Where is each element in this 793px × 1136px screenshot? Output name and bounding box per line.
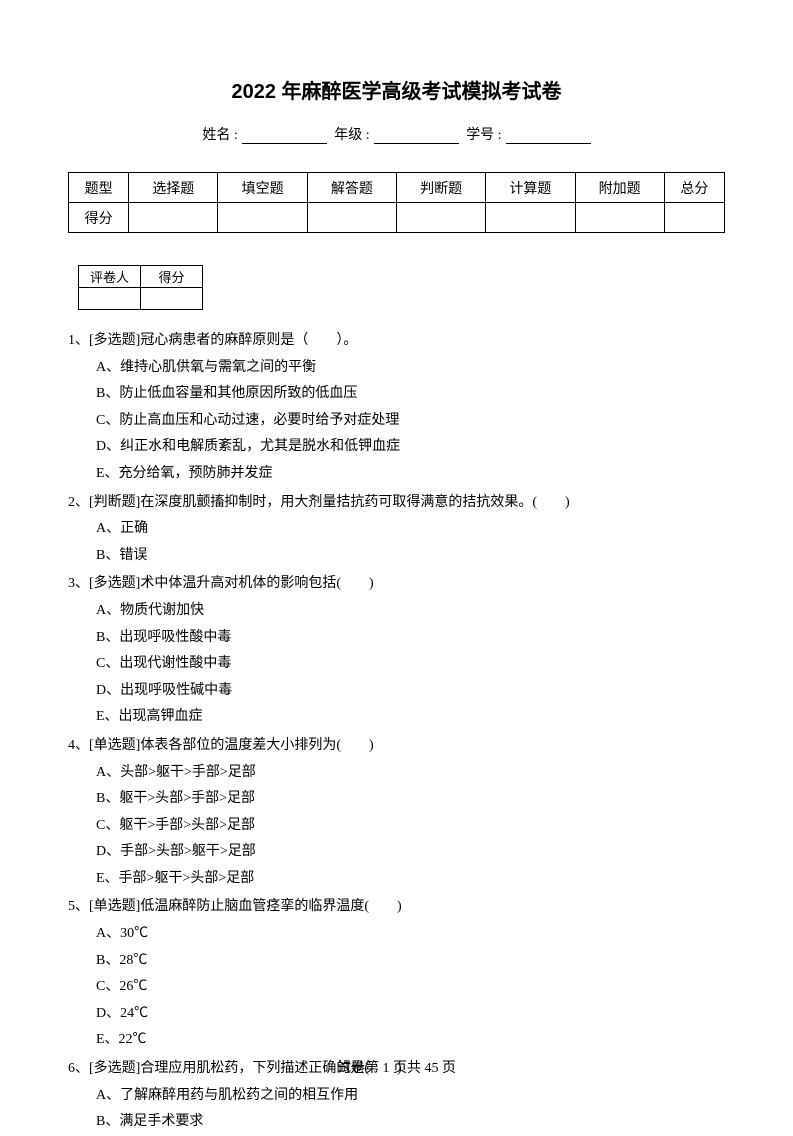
question-item: 3、[多选题]术中体温升高对机体的影响包括( )A、物质代谢加快B、出现呼吸性酸…	[68, 571, 725, 731]
id-label: 学号 :	[466, 128, 501, 143]
grader-header-cell: 得分	[141, 266, 203, 288]
score-cell[interactable]	[575, 203, 664, 233]
question-option: B、出现呼吸性酸中毒	[68, 625, 725, 652]
score-cell[interactable]	[396, 203, 485, 233]
question-option: A、了解麻醉用药与肌松药之间的相互作用	[68, 1083, 725, 1110]
grade-label: 年级 :	[334, 128, 369, 143]
question-option: D、24℃	[68, 1001, 725, 1028]
question-option: C、26℃	[68, 974, 725, 1001]
score-cell[interactable]	[307, 203, 396, 233]
grader-table: 评卷人 得分	[78, 265, 203, 310]
question-option: C、躯干>手部>头部>足部	[68, 813, 725, 840]
score-row-label: 得分	[69, 203, 129, 233]
score-cell[interactable]	[129, 203, 218, 233]
score-cell[interactable]	[486, 203, 575, 233]
grader-cell[interactable]	[141, 288, 203, 310]
question-stem: 4、[单选题]体表各部位的温度差大小排列为( )	[68, 733, 725, 760]
grader-cell[interactable]	[79, 288, 141, 310]
score-header-cell: 填空题	[218, 173, 307, 203]
question-option: B、28℃	[68, 948, 725, 975]
score-header-cell: 解答题	[307, 173, 396, 203]
question-option: C、防止高血压和心动过速，必要时给予对症处理	[68, 408, 725, 435]
student-info-line: 姓名 : 年级 : 学号 :	[68, 124, 725, 144]
question-option: A、维持心肌供氧与需氧之间的平衡	[68, 355, 725, 382]
id-blank[interactable]	[506, 128, 591, 144]
question-option: C、出现代谢性酸中毒	[68, 651, 725, 678]
question-option: D、出现呼吸性碱中毒	[68, 678, 725, 705]
question-stem: 5、[单选题]低温麻醉防止脑血管痉挛的临界温度( )	[68, 894, 725, 921]
question-option: A、物质代谢加快	[68, 598, 725, 625]
question-option: B、防止低血容量和其他原因所致的低血压	[68, 381, 725, 408]
score-cell[interactable]	[218, 203, 307, 233]
question-item: 1、[多选题]冠心病患者的麻醉原则是（ ）。A、维持心肌供氧与需氧之间的平衡B、…	[68, 328, 725, 488]
question-option: A、正确	[68, 516, 725, 543]
grader-header-cell: 评卷人	[79, 266, 141, 288]
grade-blank[interactable]	[374, 128, 459, 144]
name-label: 姓名 :	[202, 128, 237, 143]
question-option: B、躯干>头部>手部>足部	[68, 786, 725, 813]
question-option: E、充分给氧，预防肺并发症	[68, 461, 725, 488]
question-option: D、手部>头部>躯干>足部	[68, 839, 725, 866]
score-header-cell: 附加题	[575, 173, 664, 203]
score-header-cell: 总分	[664, 173, 724, 203]
exam-title: 2022 年麻醉医学高级考试模拟考试卷	[68, 75, 725, 104]
questions-container: 1、[多选题]冠心病患者的麻醉原则是（ ）。A、维持心肌供氧与需氧之间的平衡B、…	[68, 328, 725, 1136]
score-table: 题型 选择题 填空题 解答题 判断题 计算题 附加题 总分 得分	[68, 172, 725, 233]
score-table-value-row: 得分	[69, 203, 725, 233]
question-option: D、纠正水和电解质紊乱，尤其是脱水和低钾血症	[68, 434, 725, 461]
question-option: E、手部>躯干>头部>足部	[68, 866, 725, 893]
score-header-cell: 判断题	[396, 173, 485, 203]
score-cell[interactable]	[664, 203, 724, 233]
question-stem: 1、[多选题]冠心病患者的麻醉原则是（ ）。	[68, 328, 725, 355]
score-header-cell: 题型	[69, 173, 129, 203]
question-stem: 2、[判断题]在深度肌颤搐抑制时，用大剂量拮抗药可取得满意的拮抗效果。( )	[68, 490, 725, 517]
question-option: B、满足手术要求	[68, 1109, 725, 1136]
score-header-cell: 选择题	[129, 173, 218, 203]
name-blank[interactable]	[242, 128, 327, 144]
question-option: A、30℃	[68, 921, 725, 948]
question-option: A、头部>躯干>手部>足部	[68, 760, 725, 787]
question-item: 2、[判断题]在深度肌颤搐抑制时，用大剂量拮抗药可取得满意的拮抗效果。( )A、…	[68, 490, 725, 570]
score-header-cell: 计算题	[486, 173, 575, 203]
question-item: 4、[单选题]体表各部位的温度差大小排列为( )A、头部>躯干>手部>足部B、躯…	[68, 733, 725, 893]
question-item: 5、[单选题]低温麻醉防止脑血管痉挛的临界温度( )A、30℃B、28℃C、26…	[68, 894, 725, 1054]
question-option: E、22℃	[68, 1027, 725, 1054]
question-option: E、出现高钾血症	[68, 704, 725, 731]
score-table-header-row: 题型 选择题 填空题 解答题 判断题 计算题 附加题 总分	[69, 173, 725, 203]
page-footer: 试卷第 1 页共 45 页	[0, 1057, 793, 1077]
question-stem: 3、[多选题]术中体温升高对机体的影响包括( )	[68, 571, 725, 598]
question-option: B、错误	[68, 543, 725, 570]
